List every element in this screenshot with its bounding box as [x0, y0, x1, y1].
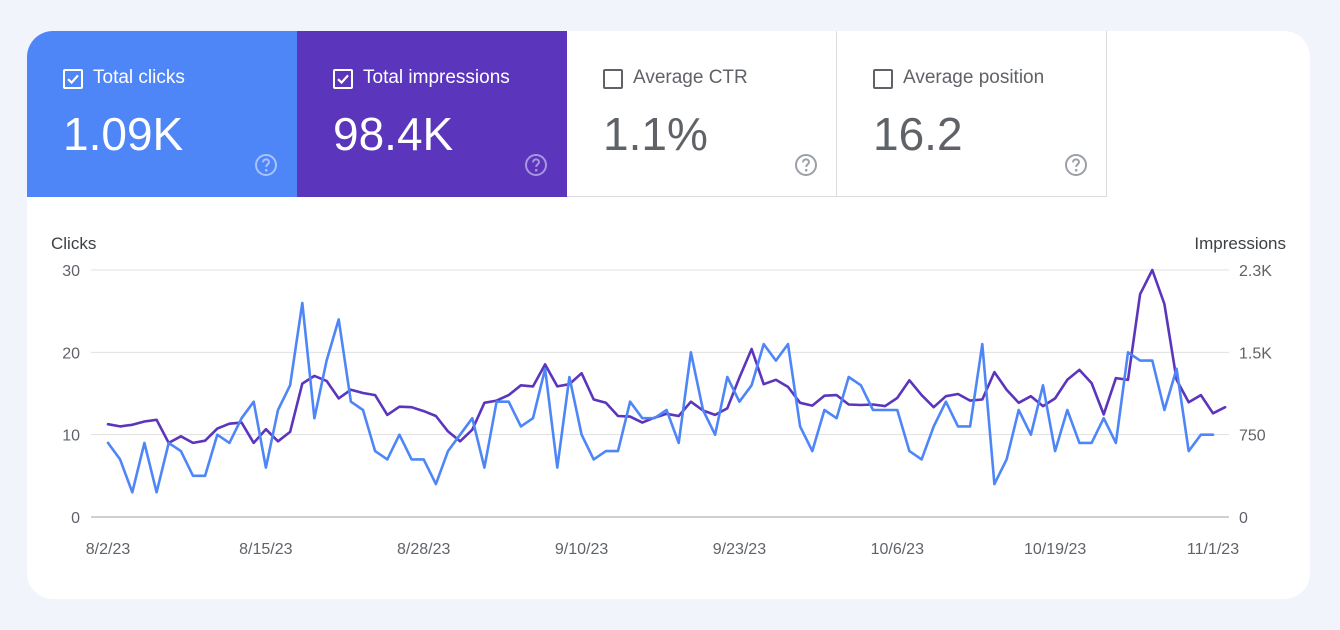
metric-value: 16.2 — [873, 108, 963, 160]
y-axis-left-label: Clicks — [51, 234, 96, 253]
performance-card: Total clicks 1.09K Total impressions 98.… — [27, 31, 1310, 599]
performance-chart: Clicks Impressions 0 10 20 30 0 750 1.5K 2.3K 8/… — [51, 234, 1286, 558]
x-tick: 8/15/23 — [239, 541, 292, 558]
help-icon[interactable] — [524, 153, 548, 177]
y-tick-right: 0 — [1239, 510, 1248, 527]
metric-label: Total clicks — [93, 67, 185, 88]
metric-total-clicks[interactable]: Total clicks 1.09K — [27, 31, 297, 197]
checkbox-unchecked-icon[interactable] — [603, 69, 623, 89]
y-tick-right: 2.3K — [1239, 263, 1272, 280]
metric-label: Average CTR — [633, 67, 748, 88]
y-tick-right: 1.5K — [1239, 345, 1272, 362]
x-tick: 11/1/23 — [1187, 541, 1239, 558]
x-tick: 8/2/23 — [86, 541, 131, 558]
help-icon[interactable] — [254, 153, 278, 177]
x-tick: 9/10/23 — [555, 541, 608, 558]
metric-value: 1.09K — [63, 108, 184, 160]
x-tick: 8/28/23 — [397, 541, 450, 558]
y-tick-right: 750 — [1239, 428, 1266, 445]
metric-label: Total impressions — [363, 67, 510, 88]
y-axis-right-label: Impressions — [1194, 234, 1286, 253]
x-tick: 10/19/23 — [1024, 541, 1086, 558]
metric-average-ctr[interactable]: Average CTR 1.1% — [567, 31, 837, 197]
help-icon[interactable] — [794, 153, 818, 177]
series-line-clicks — [106, 301, 1215, 494]
y-tick-left: 20 — [62, 345, 80, 362]
checkbox-checked-icon[interactable] — [333, 69, 353, 89]
metric-tabs: Total clicks 1.09K Total impressions 98.… — [27, 31, 1107, 197]
y-tick-left: 30 — [62, 263, 80, 280]
y-tick-left: 0 — [71, 510, 80, 527]
help-icon[interactable] — [1064, 153, 1088, 177]
metric-average-position[interactable]: Average position 16.2 — [837, 31, 1107, 197]
checkbox-unchecked-icon[interactable] — [873, 69, 893, 89]
x-tick: 10/6/23 — [871, 541, 924, 558]
metric-value: 98.4K — [333, 108, 454, 160]
metric-label: Average position — [903, 67, 1045, 88]
checkbox-checked-icon[interactable] — [63, 69, 83, 89]
y-tick-left: 10 — [62, 428, 80, 445]
x-tick: 9/23/23 — [713, 541, 766, 558]
metric-value: 1.1% — [603, 108, 708, 160]
metric-total-impressions[interactable]: Total impressions 98.4K — [297, 31, 567, 197]
